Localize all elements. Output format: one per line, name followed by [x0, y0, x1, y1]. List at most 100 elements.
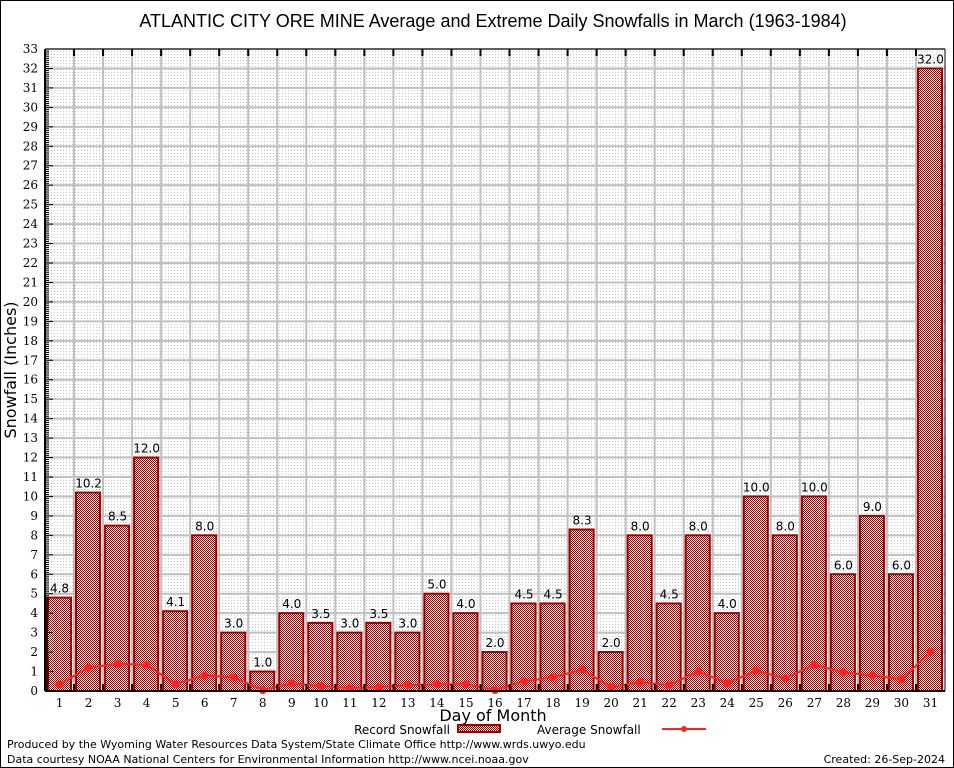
x-tick-label: 10 [313, 696, 328, 710]
x-tick-label: 31 [923, 696, 938, 710]
y-tick-label: 9 [30, 509, 38, 523]
y-tick-label: 23 [23, 237, 38, 251]
x-tick-label: 11 [342, 696, 357, 710]
y-tick-label: 11 [23, 470, 38, 484]
average-point-day-24 [723, 679, 732, 688]
average-point-day-14 [432, 680, 441, 689]
bar-label: 4.1 [166, 595, 185, 609]
x-tick-label: 30 [894, 696, 909, 710]
bar-label: 3.0 [340, 617, 359, 631]
bar-label: 4.5 [660, 587, 679, 601]
y-tick-label: 32 [23, 61, 38, 75]
y-tick-label: 8 [30, 528, 38, 542]
x-tick-label: 1 [56, 696, 64, 710]
average-point-day-4 [142, 660, 151, 669]
bar-day-6 [191, 534, 218, 693]
y-tick-label: 4 [30, 606, 38, 620]
x-tick-label: 5 [172, 696, 180, 710]
average-point-day-17 [520, 677, 529, 686]
bar-day-7 [220, 631, 247, 692]
average-point-day-18 [549, 673, 558, 682]
bar-label: 3.0 [398, 617, 417, 631]
y-tick-label: 16 [23, 373, 38, 387]
bar-label: 4.0 [456, 597, 475, 611]
x-tick-label: 20 [603, 696, 618, 710]
x-tick-label: 27 [807, 696, 822, 710]
bar-label: 4.0 [718, 597, 737, 611]
average-point-day-20 [607, 683, 616, 692]
y-tick-label: 0 [30, 684, 38, 698]
x-tick-label: 22 [662, 696, 677, 710]
bar-day-4 [133, 456, 160, 692]
bar-label: 3.5 [311, 607, 330, 621]
bar-day-16 [481, 651, 508, 692]
bar-day-30 [887, 573, 914, 692]
x-tick-label: 15 [458, 696, 473, 710]
bar-day-11 [336, 631, 363, 692]
average-point-day-22 [665, 681, 674, 690]
footer-data-courtesy: Data courtesy NOAA National Centers for … [7, 753, 529, 766]
y-axis-label: Snowfall (Inches) [1, 301, 20, 438]
y-tick-label: 10 [23, 489, 38, 503]
legend: Record Snowfall Average Snowfall [354, 723, 706, 737]
average-point-day-9 [287, 679, 296, 688]
x-tick-label: 24 [720, 696, 736, 710]
bar-day-2 [75, 491, 102, 692]
y-tick-label: 27 [23, 159, 38, 173]
footer-produced-by: Produced by the Wyoming Water Resources … [7, 738, 586, 751]
y-tick-label: 15 [23, 392, 38, 406]
bar-day-26 [771, 534, 798, 693]
average-point-day-28 [839, 668, 848, 677]
average-point-day-19 [578, 665, 587, 674]
x-tick-label: 17 [516, 696, 531, 710]
x-tick-labels: 1 2 3 4 5 6 7 8 9 10 11 12 13 14 15 16 17 18 19 20 21 22 23 24 2… [56, 696, 938, 710]
bar-day-12 [365, 621, 392, 693]
average-point-day-29 [868, 671, 877, 680]
average-point-day-25 [752, 666, 761, 675]
average-point-day-31 [926, 648, 935, 657]
x-tick-label: 28 [836, 696, 851, 710]
bar-label: 6.0 [892, 558, 911, 572]
bar-label: 5.0 [427, 578, 446, 592]
average-point-day-2 [84, 663, 93, 672]
bar-day-19 [568, 528, 595, 693]
y-tick-label: 14 [23, 412, 39, 426]
bar-data-labels: 4.8 10.2 8.5 12.0 4.1 8.0 3.0 1.0 4.0 3.5 3.0 3.5 3.… [50, 52, 944, 669]
average-point-day-26 [781, 674, 790, 683]
y-tick-label: 5 [30, 587, 38, 601]
bar-label: 10.0 [743, 480, 770, 494]
bar-label: 4.5 [544, 587, 563, 601]
bar-label: 2.0 [485, 636, 504, 650]
average-point-day-5 [171, 680, 180, 689]
average-point-day-23 [694, 667, 703, 676]
y-tick-label: 7 [30, 548, 38, 562]
y-tick-labels: 0123456789101112131415161718192021222324… [23, 42, 39, 698]
x-axis-label: Day of Month [439, 706, 546, 725]
y-tick-label: 2 [30, 645, 38, 659]
bar-day-25 [742, 495, 769, 693]
y-tick-label: 22 [23, 256, 38, 270]
bar-day-10 [307, 621, 334, 693]
legend-record-swatch [457, 724, 501, 733]
x-tick-label: 3 [114, 696, 122, 710]
x-tick-label: 19 [574, 696, 589, 710]
bar-label: 4.5 [514, 587, 533, 601]
x-tick-label: 29 [865, 696, 880, 710]
y-tick-label: 29 [23, 120, 38, 134]
x-tick-label: 21 [633, 696, 648, 710]
bar-label: 3.0 [224, 617, 243, 631]
bar-label: 9.0 [863, 500, 882, 514]
y-tick-label: 33 [23, 42, 38, 56]
y-tick-label: 24 [23, 217, 39, 231]
y-tick-label: 1 [30, 665, 38, 679]
bar-day-15 [452, 612, 479, 693]
bar-day-1 [46, 596, 73, 692]
y-tick-label: 26 [23, 178, 38, 192]
bar-label: 4.8 [50, 582, 69, 596]
y-tick-label: 31 [23, 81, 38, 95]
bar-day-22 [655, 602, 682, 692]
bar-label: 3.5 [369, 607, 388, 621]
x-tick-label: 13 [400, 696, 415, 710]
bar-day-9 [278, 612, 305, 693]
bar-label: 4.0 [282, 597, 301, 611]
